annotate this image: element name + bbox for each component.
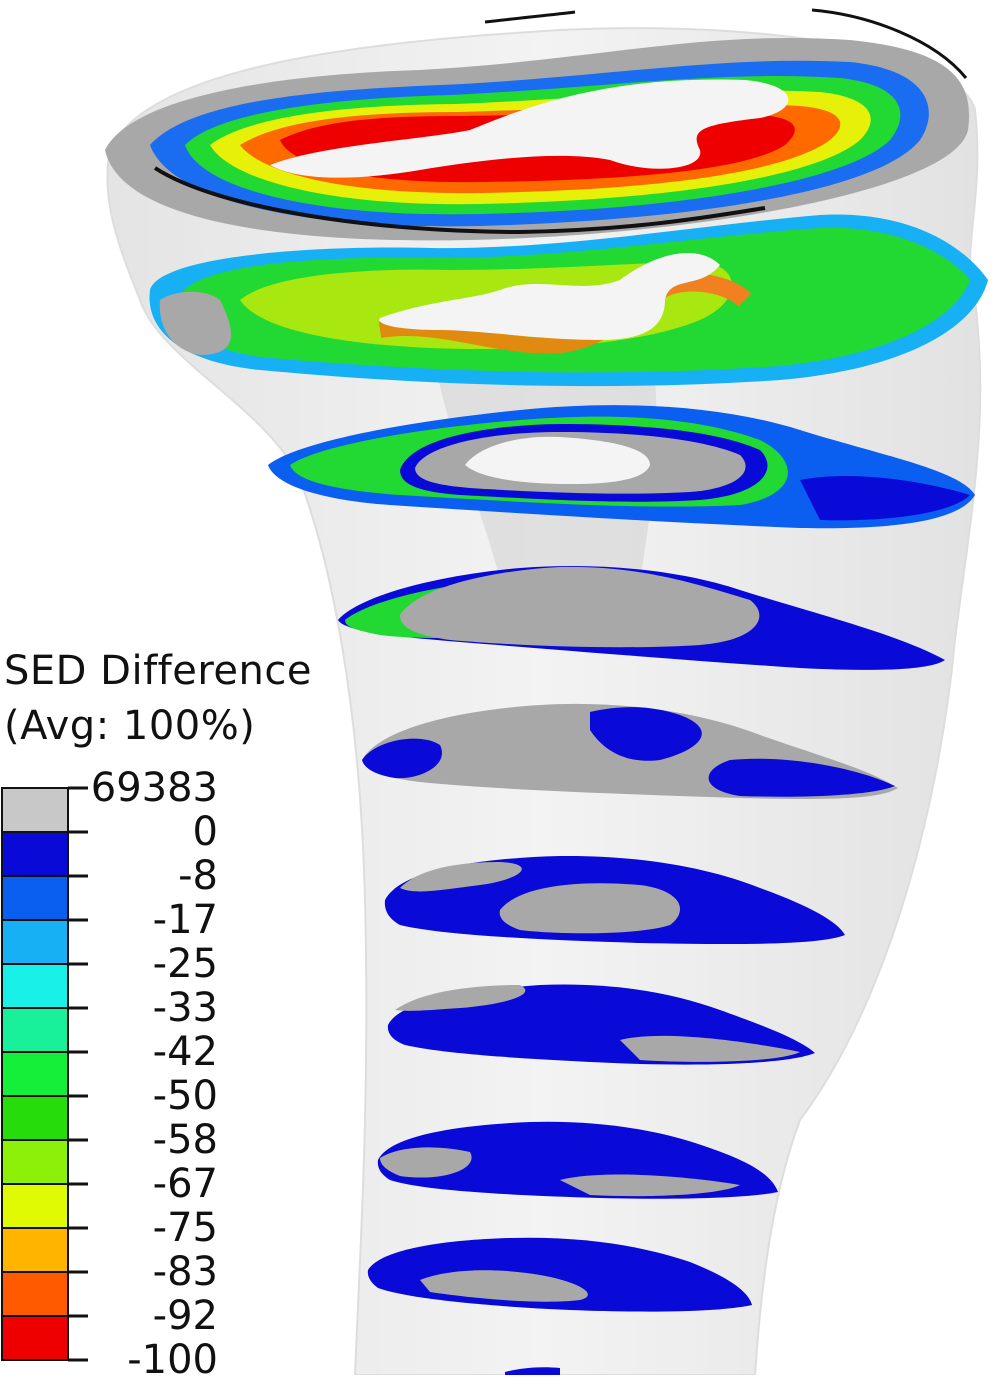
cross-section-7 xyxy=(387,984,815,1065)
cross-section-4 xyxy=(338,566,945,670)
cross-section-5 xyxy=(362,703,898,799)
legend-title: SED Difference xyxy=(4,648,312,694)
legend-label: -8 xyxy=(178,853,218,899)
cross-section-2 xyxy=(149,214,988,387)
legend-band xyxy=(1,1139,69,1185)
legend-subtitle: (Avg: 100%) xyxy=(4,703,256,749)
legend-label: -25 xyxy=(152,941,218,987)
color-legend: SED Difference (Avg: 100%) 69383 0 -8 -17 -2… xyxy=(0,0,360,1380)
cross-section-3 xyxy=(268,405,975,529)
legend-band xyxy=(1,1051,69,1097)
legend-band xyxy=(1,1227,69,1273)
legend-label: -67 xyxy=(152,1161,218,1207)
legend-label: -83 xyxy=(152,1249,218,1295)
legend-label: 0 xyxy=(192,809,218,855)
cross-section-9 xyxy=(367,1237,752,1312)
cross-section-10-edge xyxy=(505,1367,560,1375)
legend-band xyxy=(1,831,69,877)
legend-band xyxy=(1,1183,69,1229)
legend-label: -100 xyxy=(127,1337,218,1383)
cross-section-1 xyxy=(105,8,970,241)
legend-label: 69383 xyxy=(90,765,218,811)
legend-band xyxy=(1,1095,69,1141)
cross-section-6 xyxy=(384,855,845,945)
legend-band xyxy=(1,963,69,1009)
legend-band xyxy=(1,875,69,921)
legend-label: -33 xyxy=(152,985,218,1031)
legend-band xyxy=(1,1315,69,1361)
legend-label: -92 xyxy=(152,1293,218,1339)
cross-section-8 xyxy=(377,1121,778,1199)
legend-label: -58 xyxy=(152,1117,218,1163)
legend-label: -75 xyxy=(152,1205,218,1251)
legend-label: -50 xyxy=(152,1073,218,1119)
legend-band xyxy=(1,1007,69,1053)
legend-band xyxy=(1,787,69,833)
legend-band xyxy=(1,919,69,965)
legend-color-bar xyxy=(1,786,88,1362)
legend-label: -17 xyxy=(152,897,218,943)
legend-label: -42 xyxy=(152,1029,218,1075)
legend-band xyxy=(1,1271,69,1317)
